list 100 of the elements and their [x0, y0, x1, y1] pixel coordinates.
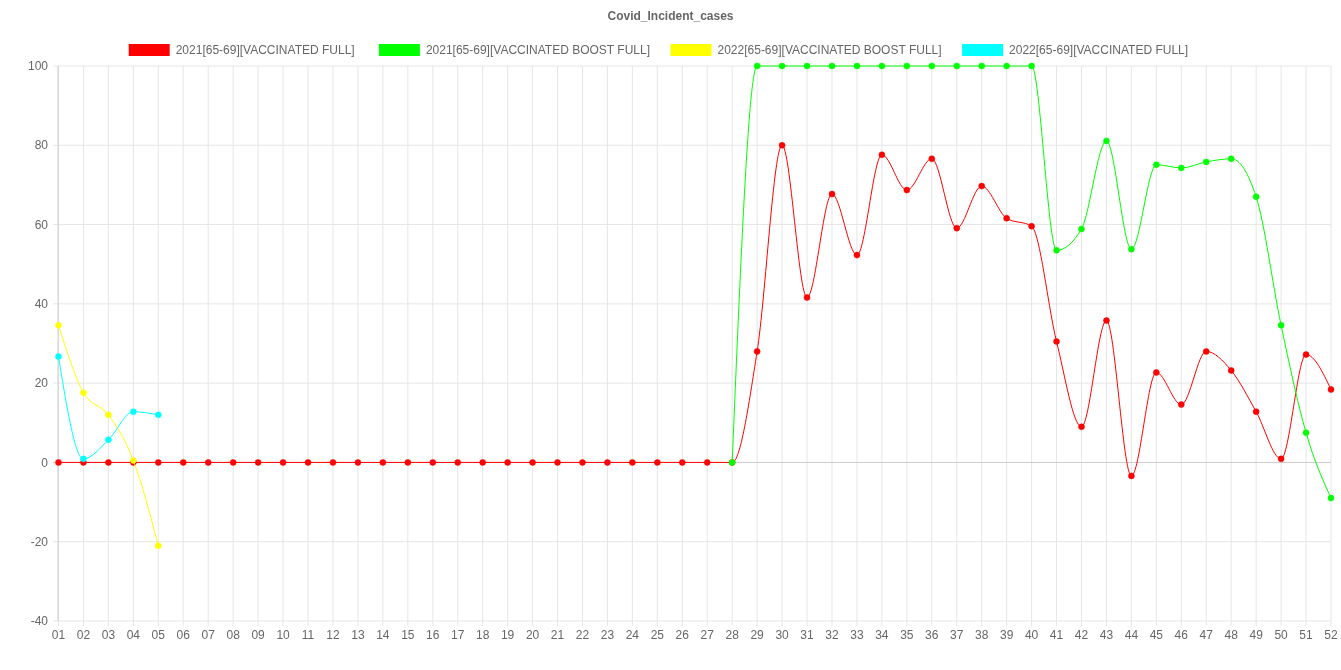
- x-tick-label: 16: [426, 628, 440, 642]
- x-tick-label: 11: [301, 628, 315, 642]
- point: [579, 459, 586, 466]
- point: [554, 459, 561, 466]
- point: [803, 62, 811, 70]
- point: [454, 459, 461, 466]
- point: [1103, 317, 1110, 324]
- point: [1227, 367, 1235, 374]
- y-tick-label: 0: [41, 455, 49, 470]
- x-tick-label: 04: [126, 628, 141, 642]
- point: [1302, 351, 1310, 358]
- point: [803, 294, 811, 301]
- x-tick-label: 17: [451, 628, 465, 642]
- point: [1203, 158, 1210, 166]
- point: [354, 459, 362, 466]
- point: [155, 542, 162, 549]
- point: [778, 62, 786, 70]
- point: [1327, 494, 1335, 502]
- point: [753, 62, 761, 70]
- x-tick-label: 14: [376, 628, 390, 642]
- point: [629, 459, 636, 466]
- point: [55, 322, 62, 329]
- point: [953, 62, 960, 70]
- y-tick-label: 60: [34, 217, 49, 232]
- point: [529, 459, 536, 466]
- point: [1227, 155, 1235, 163]
- x-tick-label: 35: [900, 628, 914, 642]
- point: [1078, 225, 1085, 233]
- point: [1053, 247, 1060, 254]
- point: [1277, 322, 1285, 329]
- x-tick-label: 49: [1249, 628, 1264, 642]
- x-tick-label: 31: [800, 628, 815, 642]
- x-tick-label: 12: [326, 628, 340, 642]
- x-tick-label: 09: [251, 628, 266, 642]
- point: [204, 459, 212, 466]
- x-tick-label: 44: [1124, 628, 1139, 642]
- point: [1078, 423, 1085, 430]
- x-tick-label: 43: [1099, 628, 1114, 642]
- point: [279, 459, 287, 466]
- point: [105, 411, 112, 419]
- x-tick-label: 37: [950, 628, 964, 642]
- point: [105, 459, 112, 466]
- x-tick-label: 05: [151, 628, 166, 642]
- x-tick-label: 03: [101, 628, 116, 642]
- x-tick-label: 08: [226, 628, 241, 642]
- x-tick-label: 46: [1174, 628, 1189, 642]
- x-tick-label: 33: [850, 628, 864, 642]
- point: [903, 186, 911, 194]
- point: [1153, 369, 1160, 376]
- point: [1003, 214, 1010, 222]
- x-tick-label: 36: [925, 628, 939, 642]
- point: [1252, 408, 1260, 415]
- x-tick-label: 23: [600, 628, 615, 642]
- point: [404, 459, 412, 466]
- y-tick-label: 20: [34, 376, 49, 391]
- point: [703, 459, 711, 466]
- point: [928, 62, 936, 70]
- point: [229, 459, 237, 466]
- x-tick-label: 24: [625, 628, 640, 642]
- point: [1302, 429, 1310, 436]
- point: [479, 459, 486, 466]
- legend-label: 2021[65-69][VACCINATED FULL]: [175, 43, 355, 58]
- point: [55, 459, 62, 466]
- point: [1203, 348, 1210, 355]
- x-tick-label: 06: [176, 628, 191, 642]
- point: [828, 62, 836, 70]
- point: [304, 459, 312, 466]
- point: [1327, 386, 1335, 393]
- point: [1178, 164, 1185, 172]
- x-tick-label: 47: [1199, 628, 1214, 642]
- x-tick-label: 30: [775, 628, 790, 642]
- point: [155, 411, 162, 419]
- x-tick-label: 32: [825, 628, 839, 642]
- point: [778, 142, 786, 149]
- point: [878, 151, 886, 159]
- point: [1028, 62, 1035, 70]
- legend-label: 2022[65-69][VACCINATED FULL]: [1009, 43, 1189, 58]
- point: [604, 459, 611, 466]
- point: [105, 436, 112, 444]
- x-tick-label: 15: [401, 628, 415, 642]
- legend-label: 2021[65-69][VACCINATED BOOST FULL]: [425, 43, 650, 58]
- x-tick-label: 38: [975, 628, 989, 642]
- point: [853, 251, 861, 259]
- x-tick-label: 20: [525, 628, 540, 642]
- x-tick-label: 41: [1049, 628, 1064, 642]
- x-tick-label: 19: [500, 628, 515, 642]
- point: [80, 455, 87, 463]
- point: [1252, 193, 1260, 201]
- x-tick-label: 50: [1274, 628, 1289, 642]
- x-tick-label: 45: [1149, 628, 1164, 642]
- x-tick-label: 10: [276, 628, 291, 642]
- x-tick-label: 02: [76, 628, 91, 642]
- x-tick-label: 28: [725, 628, 740, 642]
- y-tick-label: 100: [27, 59, 49, 74]
- y-tick-label: -20: [30, 534, 49, 549]
- point: [1277, 455, 1285, 463]
- point: [1103, 137, 1110, 145]
- x-tick-label: 48: [1224, 628, 1239, 642]
- point: [155, 459, 162, 466]
- point: [55, 353, 62, 360]
